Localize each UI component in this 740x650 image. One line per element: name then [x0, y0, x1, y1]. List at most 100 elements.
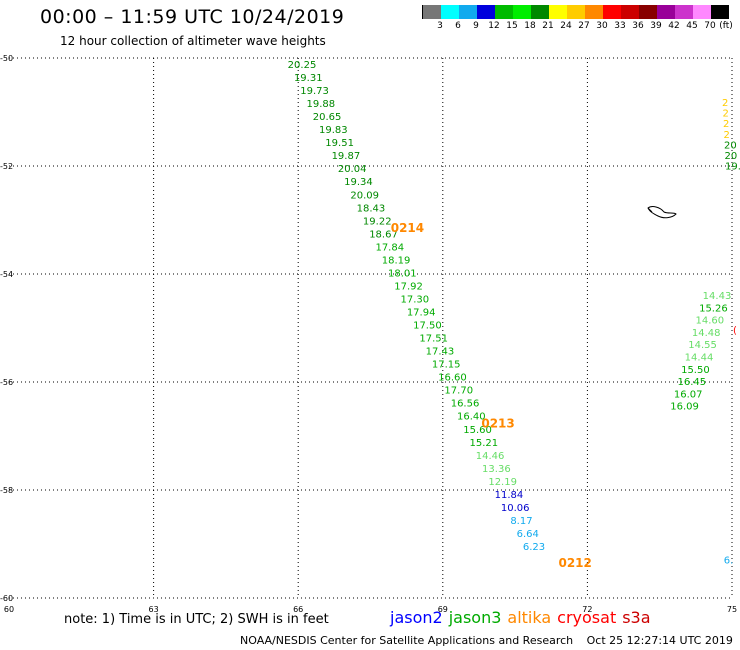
wave-height-label: 6.23 [523, 542, 545, 553]
map-subtitle: 12 hour collection of altimeter wave hei… [60, 34, 326, 48]
generated-timestamp: Oct 25 12:27:14 UTC 2019 [586, 634, 733, 647]
wave-height-label: 16.07 [674, 389, 703, 400]
wave-height-label: 20 [724, 140, 737, 151]
legend-tick: 18 [524, 21, 536, 31]
wave-height-label: 17.30 [401, 294, 430, 305]
lon-tick-label: 69 [438, 605, 448, 614]
legend-tick: 6 [455, 21, 461, 31]
legend-swatch [459, 5, 477, 19]
map-title: 00:00 – 11:59 UTC 10/24/2019 [40, 6, 345, 28]
legend-swatch [657, 5, 675, 19]
lat-tick-label: -52 [0, 162, 13, 171]
wave-height-label: 20.65 [313, 112, 342, 123]
legend-tick: 24 [560, 21, 572, 31]
wave-height-label: 18.01 [388, 268, 417, 279]
legend-swatch [441, 5, 459, 19]
satellite-jason3: jason3 [448, 608, 502, 627]
legend-tick: 15 [506, 21, 518, 31]
wave-height-label: 16.56 [451, 399, 480, 410]
wave-height-label: 20.25 [288, 60, 317, 71]
legend-tick-labels: 3 6 9 12 15 18 21 24 27 30 33 36 39 42 45 70 (ft) [422, 19, 733, 33]
pass-time-label: 0212 [558, 556, 591, 570]
satellite-jason2: jason2 [390, 608, 443, 627]
legend-tick: 9 [473, 21, 479, 31]
wave-height-label: 2 [724, 130, 730, 141]
legend-tick: 3 [437, 21, 443, 31]
wave-height-label: 14.46 [476, 451, 505, 462]
legend-swatch [675, 5, 693, 19]
legend-tick: (ft) [719, 21, 733, 31]
lon-tick-label: 63 [149, 605, 159, 614]
lat-tick-label: -56 [0, 378, 13, 387]
wave-height-label: 20 [725, 151, 738, 162]
lon-tick-label: 72 [582, 605, 592, 614]
legend-tick: 45 [686, 21, 698, 31]
lon-tick-label: 75 [727, 605, 737, 614]
wave-height-label: 20.09 [350, 190, 379, 201]
wave-height-label: 19.83 [319, 125, 348, 136]
island-outline [647, 206, 677, 219]
satellite-altika: altika [507, 608, 552, 627]
legend-swatch [585, 5, 603, 19]
wave-height-label: 19.34 [344, 177, 373, 188]
satellite-key: jason2 jason3 altika cryosat s3a [390, 608, 657, 627]
wave-height-label: 17.50 [413, 321, 442, 332]
wave-height-label: 10.06 [501, 503, 530, 514]
wave-height-label: 20.04 [338, 164, 367, 175]
wave-height-label: 14.55 [688, 340, 717, 351]
credit-text: NOAA/NESDIS Center for Satellite Applica… [240, 634, 574, 647]
legend-swatch [567, 5, 585, 19]
wave-height-label: 19.88 [306, 99, 335, 110]
wave-height-label: ( [733, 325, 737, 336]
wave-height-label: 16.45 [677, 377, 706, 388]
legend-swatch [693, 5, 711, 19]
lat-tick-label: -54 [0, 270, 13, 279]
color-legend: 3 6 9 12 15 18 21 24 27 30 33 36 39 42 45 70 (ft) [422, 5, 733, 33]
wave-height-label: 17.15 [432, 360, 461, 371]
satellite-cryosat: cryosat [557, 608, 617, 627]
legend-swatch [422, 5, 441, 19]
legend-swatch [621, 5, 639, 19]
lat-tick-label: -50 [0, 54, 13, 63]
wave-height-label: 18.19 [382, 255, 411, 266]
wave-height-label: 14.48 [692, 328, 721, 339]
legend-swatch [639, 5, 657, 19]
credit-line: NOAA/NESDIS Center for Satellite Applica… [240, 634, 733, 647]
footer-note: note: 1) Time is in UTC; 2) SWH is in fe… [64, 612, 329, 627]
wave-height-label: 19.73 [300, 86, 329, 97]
wave-height-label: 17.92 [394, 281, 423, 292]
wave-height-label: 19.22 [363, 216, 392, 227]
wave-height-label: 18.67 [369, 229, 398, 240]
legend-tick: 30 [596, 21, 608, 31]
legend-tick: 33 [614, 21, 626, 31]
legend-tick: 39 [650, 21, 662, 31]
lat-tick-label: -60 [0, 594, 13, 603]
legend-tick: 70 [704, 21, 716, 31]
wave-height-label: 11.84 [495, 490, 524, 501]
wave-height-label: 14.44 [685, 353, 714, 364]
legend-swatch [711, 5, 729, 19]
wave-height-label: 16.40 [457, 412, 486, 423]
legend-swatch [603, 5, 621, 19]
wave-height-label: 16.09 [670, 402, 699, 413]
legend-tick: 27 [578, 21, 590, 31]
pass-time-label: 0213 [481, 416, 514, 430]
legend-swatch [495, 5, 513, 19]
lon-tick-label: 60 [4, 605, 14, 614]
lat-tick-label: -58 [0, 486, 13, 495]
wave-height-label: 17.51 [419, 334, 448, 345]
wave-height-label: 19.87 [332, 151, 361, 162]
wave-height-label: 15.50 [681, 365, 710, 376]
wave-height-label: 17.43 [426, 347, 455, 358]
legend-tick: 12 [488, 21, 500, 31]
legend-swatch [531, 5, 549, 19]
wave-height-label: 15.21 [470, 438, 499, 449]
wave-height-label: 17.70 [444, 386, 473, 397]
wave-height-label: 13.36 [482, 464, 511, 475]
wave-height-label: 18.43 [357, 203, 386, 214]
legend-swatches [422, 5, 729, 19]
wave-height-label: 19.31 [294, 73, 323, 84]
wave-height-label: 19. [725, 162, 740, 173]
legend-swatch [549, 5, 567, 19]
